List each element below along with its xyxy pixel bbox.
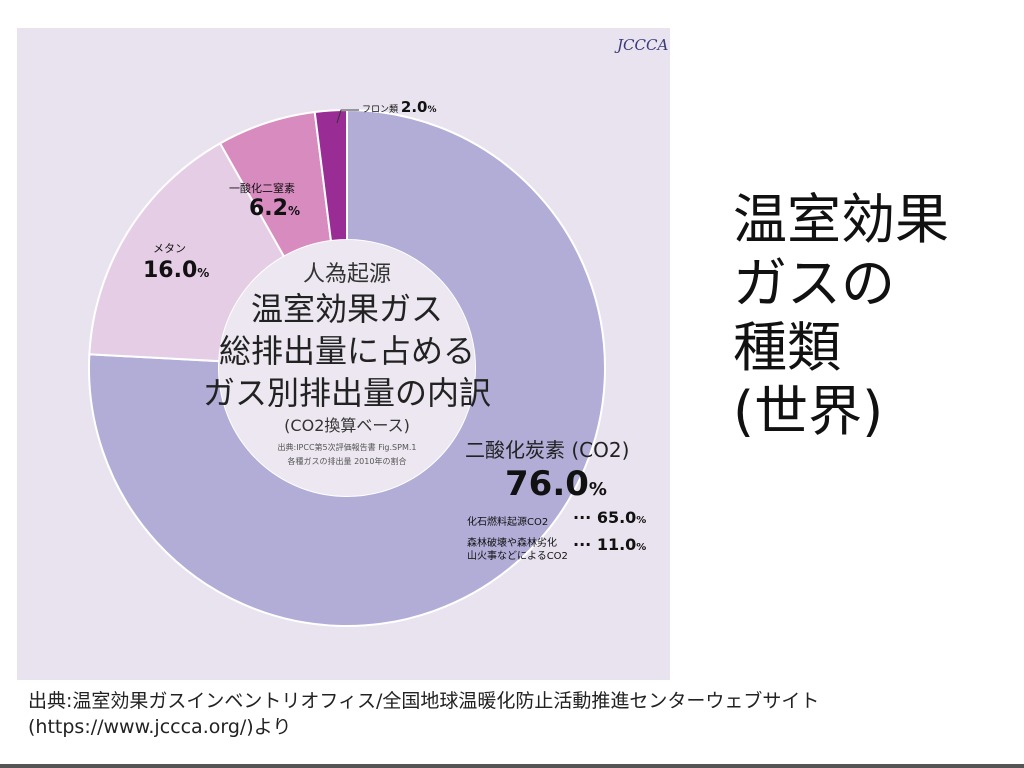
methane-name: メタン <box>153 242 186 255</box>
chart-panel: JCCCA 人為起源 温室効果ガス 総排出量に占める ガス別排出量の内訳 (CO… <box>17 28 670 680</box>
breakdown-fossil-value: ··· 65.0% <box>573 508 647 527</box>
slide-title-line: (世界) <box>733 380 884 443</box>
unit: % <box>636 542 647 553</box>
fgas-name: フロン類 <box>362 105 399 115</box>
logo: JCCCA <box>617 36 669 54</box>
donut-center <box>219 240 475 496</box>
unit: % <box>427 105 437 115</box>
center-line4: (CO2換算ベース) <box>284 416 410 435</box>
slide-title: 温室効果 ガスの 種類 (世界) <box>733 188 949 444</box>
footer-line2: (https://www.jccca.org/)より <box>28 716 292 738</box>
center-line1: 温室効果ガス <box>250 290 444 328</box>
center-line2: 総排出量に占める <box>218 332 476 370</box>
unit: % <box>197 266 210 280</box>
breakdown-forest-value: ··· 11.0% <box>573 535 647 554</box>
fgas-leader-line <box>336 109 359 124</box>
n2o-number: 6.2 <box>249 196 288 221</box>
unit: % <box>588 479 607 500</box>
breakdown-forest-name-1: 森林破壊や森林劣化 <box>467 538 557 549</box>
fgas-label: フロン類 2.0% <box>362 98 437 116</box>
unit: % <box>287 204 301 218</box>
slide-title-line: 温室効果 <box>733 188 949 251</box>
n2o-name: 一酸化二窒素 <box>229 182 295 195</box>
co2-name: 二酸化炭素 (CO2) <box>465 438 630 462</box>
source-footer: 出典:温室効果ガスインベントリオフィス/全国地球温暖化防止活動推進センターウェブ… <box>28 688 819 740</box>
center-source1: 出典:IPCC第5次評価報告書 Fig.SPM.1 <box>277 443 417 452</box>
fgas-number: 2.0 <box>400 98 428 116</box>
center-line0: 人為起源 <box>302 262 392 287</box>
footer-line1: 出典:温室効果ガスインベントリオフィス/全国地球温暖化防止活動推進センターウェブ… <box>28 690 820 712</box>
breakdown-forest-name-2: 山火事などによるCO2 <box>467 551 568 562</box>
breakdown-fossil-number: 65.0 <box>596 508 637 527</box>
co2-value-number: 76.0 <box>505 464 589 504</box>
center-line3: ガス別排出量の内訳 <box>202 374 492 412</box>
methane-value: 16.0% <box>143 258 209 283</box>
donut-chart <box>88 108 606 627</box>
co2-value: 76.0% <box>505 464 607 504</box>
unit: % <box>636 515 647 526</box>
slide-title-line: ガスの <box>733 252 895 315</box>
divider <box>0 764 1024 768</box>
center-source2: 各種ガスの排出量 2010年の割合 <box>287 457 407 466</box>
methane-number: 16.0 <box>143 258 198 283</box>
breakdown-fossil-name: 化石燃料起源CO2 <box>467 517 549 528</box>
slide-title-line: 種類 <box>733 316 841 379</box>
n2o-value: 6.2% <box>249 196 300 221</box>
breakdown-forest-number: 11.0 <box>596 535 637 554</box>
